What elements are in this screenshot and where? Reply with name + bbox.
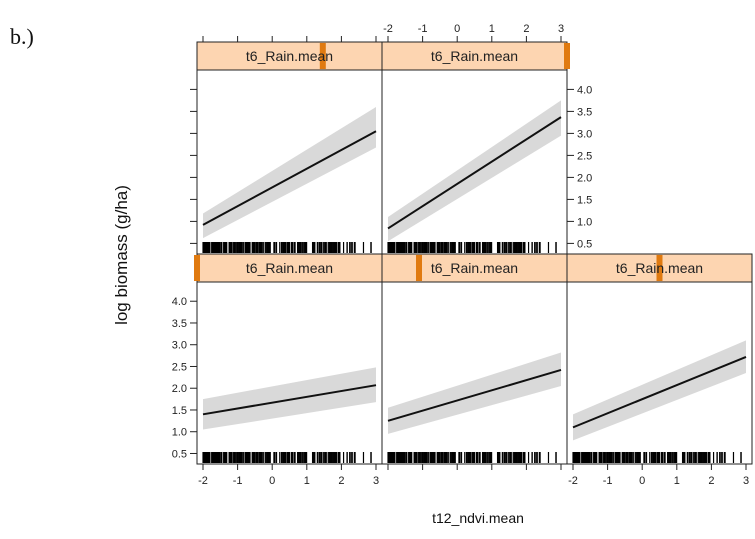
y-tick-label: 2.5: [172, 361, 187, 373]
y-tick-label: 3.0: [577, 128, 592, 140]
x-tick-label: 0: [639, 475, 645, 487]
x-tick-label: -1: [233, 475, 243, 487]
panel-1: t6_Rain.mean: [197, 42, 382, 254]
y-axis-row-1: 0.5 1.0 1.5 2.0 2.5 3.0 3.5 4.0: [567, 84, 592, 250]
x-tick-label: 3: [743, 475, 749, 487]
x-axis-col-2-bottom: [388, 464, 561, 470]
strip-level-marker: [416, 255, 422, 281]
x-tick-label: 0: [454, 23, 460, 35]
x-tick-label: 3: [373, 475, 379, 487]
y-axis-row-2: 0.5 1.0 1.5 2.0 2.5 3.0 3.5 4.0: [172, 296, 197, 460]
y-tick-label: 3.5: [577, 106, 592, 118]
panel-label: b.): [10, 24, 34, 49]
x-tick-label: 3: [558, 23, 564, 35]
strip-label: t6_Rain.mean: [246, 48, 333, 64]
y-tick-label: 2.5: [577, 150, 592, 162]
y-tick-label: 2.0: [172, 383, 187, 395]
y-tick-label: 0.5: [577, 238, 592, 250]
y-tick-label: 2.0: [577, 172, 592, 184]
x-tick-label: 0: [269, 475, 275, 487]
x-tick-label: -1: [418, 23, 428, 35]
x-tick-label: 1: [304, 475, 310, 487]
y-tick-label: 1.0: [172, 427, 187, 439]
y-axis-title: log biomass (g/ha): [112, 185, 131, 325]
chart-panels: t6_Rain.mean t6_Rain.mean t6_Rain.mean t6_R…: [172, 23, 752, 487]
x-tick-label: 1: [674, 475, 680, 487]
y-tick-label: 1.0: [577, 216, 592, 228]
x-tick-label: 1: [489, 23, 495, 35]
strip-level-marker: [564, 43, 570, 69]
strip-level-marker: [194, 255, 200, 281]
x-tick-label: 2: [708, 475, 714, 487]
strip-label: t6_Rain.mean: [431, 260, 518, 276]
panel-4: t6_Rain.mean: [382, 254, 567, 464]
x-tick-label: -2: [568, 475, 578, 487]
panel-3: t6_Rain.mean: [194, 254, 382, 464]
x-tick-label: -2: [383, 23, 393, 35]
y-tick-label: 3.0: [172, 340, 187, 352]
x-tick-label: -2: [198, 475, 208, 487]
x-tick-label: 2: [523, 23, 529, 35]
panel-5: t6_Rain.mean: [567, 254, 752, 464]
y-tick-label: 1.5: [577, 194, 592, 206]
strip-label: t6_Rain.mean: [246, 260, 333, 276]
x-tick-label: 2: [338, 475, 344, 487]
strip-label: t6_Rain.mean: [616, 260, 703, 276]
strip-label: t6_Rain.mean: [431, 48, 518, 64]
x-tick-label: -1: [603, 475, 613, 487]
y-tick-label: 4.0: [172, 296, 187, 308]
x-axis-col-3-bottom: -2 -1 0 1 2 3: [568, 464, 749, 487]
y-tick-label: 3.5: [172, 318, 187, 330]
panel-2: t6_Rain.mean: [382, 42, 570, 254]
y-tick-label: 4.0: [577, 84, 592, 96]
x-axis-col-1-top: [203, 36, 376, 42]
x-axis-title: t12_ndvi.mean: [432, 510, 524, 526]
x-axis-col-1-bottom: -2 -1 0 1 2 3: [198, 464, 379, 487]
y-tick-label: 0.5: [172, 448, 187, 460]
x-axis-col-2-top: -2 -1 0 1 2 3: [383, 23, 564, 42]
y-tick-label: 1.5: [172, 405, 187, 417]
